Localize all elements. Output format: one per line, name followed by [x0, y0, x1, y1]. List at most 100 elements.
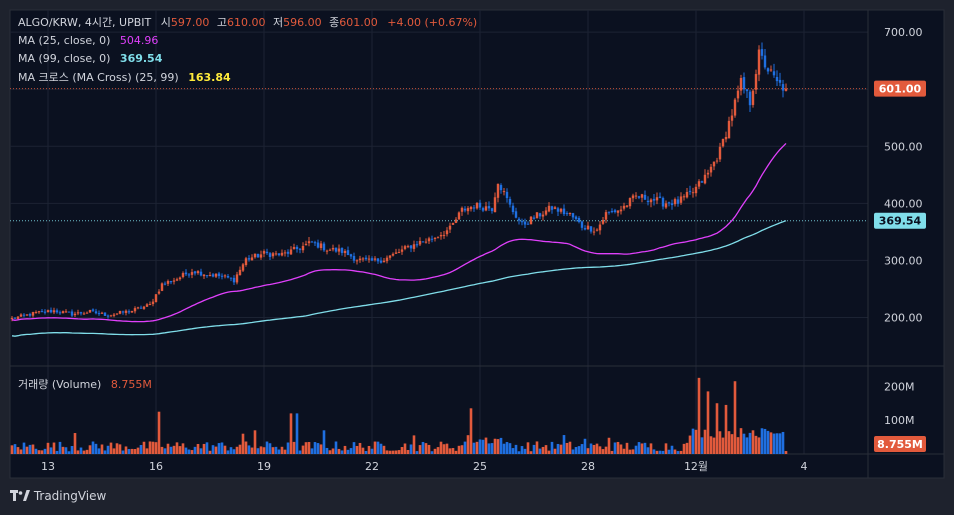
volume-bar	[619, 444, 623, 454]
volume-bar	[301, 445, 305, 454]
candle-body	[157, 291, 161, 294]
candle-body	[496, 183, 500, 198]
candle-body	[553, 207, 557, 209]
volume-bar	[394, 450, 398, 454]
volume-bar	[40, 450, 44, 454]
candle-body	[85, 312, 89, 314]
candle-body	[196, 271, 200, 274]
time-tick-label: 22	[365, 460, 379, 473]
candle-body	[412, 244, 416, 249]
volume-bar	[61, 446, 65, 454]
ma99-legend[interactable]: MA (99, close, 0) 369.54	[18, 52, 162, 65]
candle-body	[337, 248, 341, 252]
volume-bar	[649, 443, 653, 454]
candle-body	[250, 257, 254, 261]
candle-body	[715, 160, 719, 162]
tradingview-brand[interactable]: TradingView	[10, 489, 106, 505]
macross-legend[interactable]: MA 크로스 (MA Cross) (25, 99) 163.84	[18, 69, 231, 85]
candle-body	[145, 304, 149, 307]
candle-body	[688, 190, 692, 192]
candle-body	[526, 223, 530, 225]
candle-body	[556, 208, 560, 212]
candle-body	[664, 203, 668, 208]
candle-body	[658, 196, 662, 198]
volume-bar	[598, 446, 602, 454]
candle-body	[547, 205, 551, 212]
candle-body	[304, 243, 308, 246]
candle-body	[676, 199, 680, 204]
volume-bar	[241, 433, 245, 454]
volume-bar	[778, 433, 782, 454]
volume-bar	[700, 437, 704, 454]
candle-body	[391, 253, 395, 256]
candle-body	[97, 313, 101, 315]
symbol-legend[interactable]: ALGO/KRW, 4시간, UPBIT 시597.00 고610.00 저59…	[18, 14, 477, 30]
volume-bar	[643, 442, 647, 454]
candle-body	[364, 257, 368, 260]
volume-bar	[346, 449, 350, 454]
price-tag-background	[874, 212, 926, 229]
volume-bar	[769, 432, 773, 454]
candle-body	[328, 249, 332, 251]
candle-body	[559, 208, 563, 212]
candle-body	[40, 311, 44, 313]
candle-body	[244, 258, 248, 266]
volume-bar	[256, 448, 260, 454]
candle-body	[481, 208, 485, 211]
volume-bar	[205, 442, 209, 454]
volume-bar	[385, 450, 389, 454]
candle-body	[193, 271, 197, 274]
volume-bar	[13, 444, 17, 454]
macross-value: 163.84	[188, 71, 231, 84]
volume-bar	[208, 450, 212, 454]
volume-bar	[634, 445, 638, 454]
close-label: 종	[329, 16, 340, 29]
candle-body	[550, 206, 554, 210]
open-label: 시	[160, 16, 171, 29]
candle-body	[220, 275, 224, 277]
volume-bar	[706, 391, 710, 454]
volume-bar	[37, 450, 41, 454]
volume-bar	[442, 444, 446, 454]
volume-bar	[136, 447, 140, 454]
volume-legend[interactable]: 거래량 (Volume) 8.755M	[18, 376, 152, 392]
candle-body	[13, 317, 17, 319]
candle-body	[238, 269, 242, 276]
volume-bar	[337, 448, 341, 454]
candle-body	[355, 260, 359, 262]
volume-bar	[247, 445, 251, 454]
volume-bar	[457, 445, 461, 454]
volume-bar	[277, 449, 281, 454]
candle-body	[367, 258, 371, 260]
volume-bar	[172, 445, 176, 454]
candle-body	[448, 225, 452, 230]
volume-bar	[283, 449, 287, 454]
volume-bar	[685, 442, 689, 454]
candle-body	[472, 207, 476, 209]
volume-bar	[514, 444, 518, 454]
candle-body	[436, 237, 440, 239]
price-tick-label: 500.00	[884, 140, 923, 153]
candle-body	[91, 309, 95, 311]
candle-body	[631, 195, 635, 199]
candle-body	[106, 315, 110, 317]
volume-bar	[547, 450, 551, 454]
candle-body	[544, 210, 548, 215]
volume-bar	[655, 450, 659, 454]
volume-bar	[220, 442, 224, 454]
ma25-legend[interactable]: MA (25, close, 0) 504.96	[18, 34, 158, 47]
candle-body	[211, 274, 215, 277]
candle-body	[778, 79, 782, 83]
candle-body	[538, 213, 542, 217]
volume-bar	[526, 442, 530, 454]
volume-bar	[76, 450, 80, 454]
candle-body	[139, 307, 143, 309]
volume-bar	[343, 445, 347, 454]
volume-bar	[358, 442, 362, 454]
volume-bar	[550, 441, 554, 454]
volume-bar	[340, 450, 344, 454]
volume-bar	[316, 443, 320, 454]
candle-body	[562, 208, 566, 215]
